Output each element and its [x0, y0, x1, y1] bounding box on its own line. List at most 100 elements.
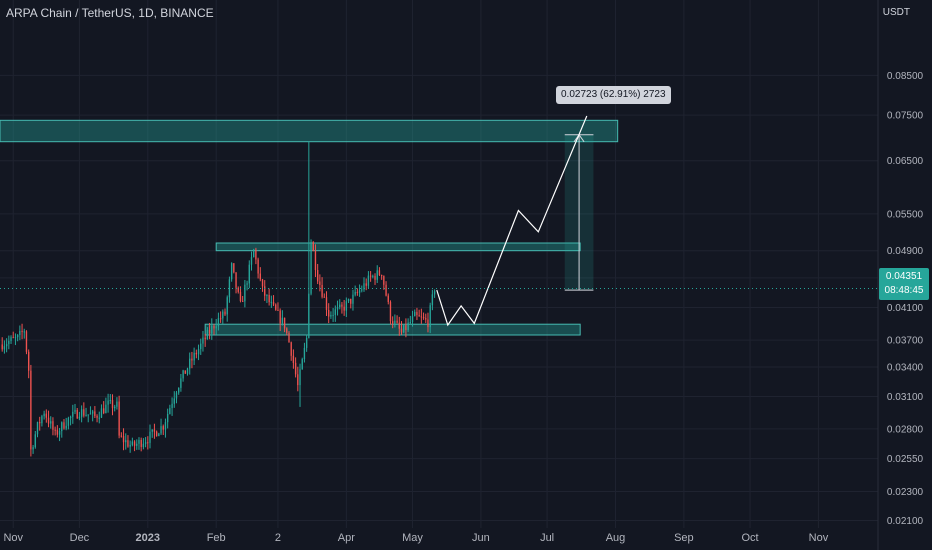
candle-body	[407, 322, 409, 331]
candle-body	[43, 413, 45, 417]
time-axis[interactable]: Nov Dec 2023 Feb 2 Apr May Jun Jul Aug Sep Oct Nov	[3, 532, 828, 544]
candle-body	[433, 291, 436, 295]
candle-body	[255, 249, 257, 260]
price-tick-label: 0.02550	[887, 454, 924, 465]
candle-body	[292, 355, 295, 363]
candle-body	[330, 314, 332, 317]
candle-body	[323, 296, 325, 298]
candle-body	[380, 275, 383, 277]
candle-body	[391, 321, 394, 324]
measure-box[interactable]	[564, 133, 594, 291]
candle-body	[224, 311, 226, 315]
time-tick-label: Jul	[540, 532, 554, 544]
candle-body	[89, 413, 92, 415]
candle-body	[171, 403, 173, 409]
price-tick-label: 0.07500	[887, 111, 924, 122]
candle-body	[374, 275, 376, 280]
time-tick-label: 2	[275, 532, 281, 544]
candle-body	[286, 328, 288, 333]
candle-body	[378, 270, 381, 276]
candle-body	[85, 414, 87, 416]
candle-body	[325, 297, 328, 310]
candle-body	[133, 441, 136, 446]
price-tick-label: 0.05500	[887, 209, 924, 220]
candle-body	[400, 328, 403, 333]
candle-body	[83, 409, 85, 416]
candle-body	[316, 270, 319, 282]
candle-body	[30, 370, 32, 450]
candle-body	[350, 298, 352, 304]
candle-body	[5, 344, 8, 347]
candle-body	[367, 275, 370, 286]
candle-body	[290, 342, 292, 356]
candle-body	[138, 440, 140, 444]
candle-body	[47, 417, 50, 424]
candle-body	[266, 294, 268, 296]
candle-body	[102, 408, 105, 414]
candle-body	[248, 264, 250, 284]
candle-body	[1, 344, 3, 350]
candle-body	[129, 444, 131, 447]
candle-body	[23, 331, 25, 333]
candle-body	[310, 242, 312, 294]
candle-body	[204, 337, 206, 340]
candle-body	[195, 352, 198, 355]
candle-body	[197, 349, 200, 355]
candle-body	[268, 294, 270, 303]
grid-lines	[0, 0, 878, 528]
candle-body	[50, 421, 52, 424]
candle-body	[303, 347, 306, 360]
candle-body	[87, 414, 89, 416]
price-tick-label: 0.02100	[887, 516, 924, 527]
candle-body	[162, 426, 164, 430]
candle-body	[336, 307, 339, 310]
projection-path[interactable]	[436, 115, 588, 327]
candle-body	[109, 400, 111, 402]
candle-body	[389, 301, 392, 322]
candle-body	[175, 392, 178, 399]
candle-body	[250, 257, 253, 265]
candle-body	[52, 421, 54, 430]
candle-body	[193, 352, 195, 361]
candle-body	[39, 422, 41, 424]
candle-body	[96, 415, 98, 418]
candle-body	[308, 293, 310, 338]
candle-body	[158, 433, 160, 437]
candle-body	[164, 422, 167, 430]
measure-label: 0.02723 (62.91%) 2723	[556, 86, 671, 104]
candle-body	[178, 387, 180, 393]
time-tick-label: Jun	[472, 532, 490, 544]
candle-body	[76, 409, 78, 419]
candle-body	[166, 413, 169, 423]
candle-body	[105, 404, 107, 414]
candle-body	[259, 273, 261, 280]
candle-body	[270, 301, 273, 303]
candle-body	[182, 370, 184, 379]
candle-body	[361, 289, 363, 291]
candle-body	[226, 297, 228, 315]
price-tick-label: 0.03700	[887, 336, 924, 347]
candle-body	[365, 283, 367, 286]
candle-body	[100, 408, 103, 418]
time-tick-label: May	[402, 532, 423, 544]
candle-body	[120, 435, 123, 437]
candle-body	[411, 316, 414, 322]
candle-body	[222, 311, 224, 319]
candle-body	[416, 311, 418, 316]
candle-body	[418, 315, 420, 317]
candle-body	[246, 283, 248, 285]
time-tick-label: 2023	[136, 532, 160, 544]
candle-body	[427, 319, 429, 328]
candle-body	[301, 359, 303, 370]
candle-body	[294, 362, 297, 375]
candle-body	[341, 304, 343, 307]
candle-body	[281, 317, 284, 324]
candle-body	[387, 295, 389, 302]
candle-body	[58, 431, 61, 435]
last-price-badge: 0.04351 08:48:45	[879, 268, 929, 300]
price-tick-label: 0.04100	[887, 303, 924, 314]
candle-body	[358, 290, 361, 293]
candle-body	[431, 294, 434, 306]
candle-body	[54, 429, 56, 431]
